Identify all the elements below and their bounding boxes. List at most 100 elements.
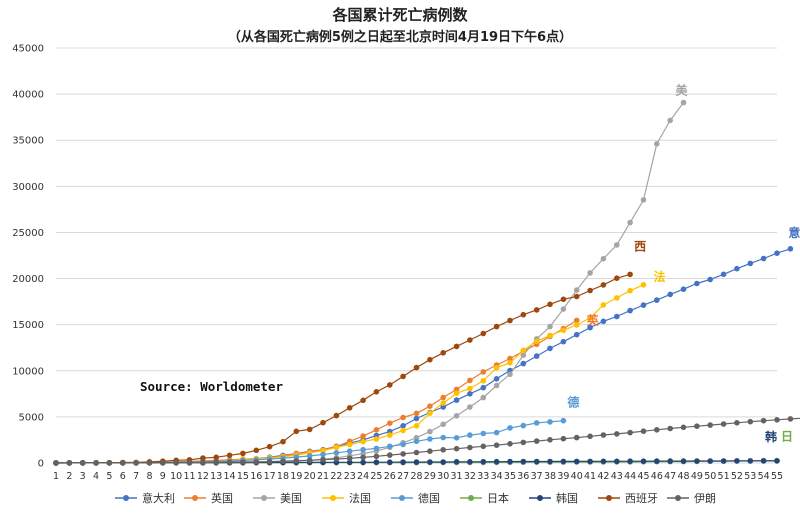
data-point	[587, 270, 593, 276]
series-end-label: 美	[676, 83, 689, 98]
x-tick-label: 33	[477, 471, 489, 482]
data-point	[440, 459, 447, 465]
data-point	[453, 386, 460, 393]
series-end-label: 英	[587, 312, 600, 327]
data-point	[680, 424, 687, 431]
data-point	[440, 404, 447, 410]
data-point	[387, 420, 393, 427]
data-point	[173, 459, 179, 466]
data-point	[667, 291, 673, 298]
data-point	[774, 458, 780, 464]
data-point	[520, 439, 527, 446]
series-group	[53, 99, 800, 466]
data-point	[306, 457, 313, 464]
data-point	[240, 450, 246, 457]
data-point	[547, 458, 553, 465]
data-point	[507, 317, 513, 324]
data-point	[306, 426, 313, 433]
data-point	[440, 350, 447, 356]
data-point	[346, 441, 353, 448]
x-tick-label: 41	[584, 471, 596, 482]
data-point	[573, 293, 580, 300]
data-point	[280, 458, 286, 465]
data-point	[480, 384, 487, 391]
x-tick-label: 43	[611, 471, 623, 482]
data-point	[640, 282, 647, 288]
series-3	[53, 282, 647, 466]
legend-label: 意大利	[142, 491, 175, 505]
data-point	[694, 280, 700, 287]
x-tick-label: 21	[317, 471, 329, 482]
data-point	[587, 324, 593, 331]
data-point	[427, 459, 433, 465]
data-point	[333, 444, 340, 451]
data-point	[614, 295, 620, 301]
data-point	[614, 313, 620, 320]
data-point	[413, 364, 420, 371]
data-point	[507, 371, 513, 378]
data-point	[200, 459, 206, 466]
legend-swatch-marker	[123, 495, 129, 501]
data-point	[480, 369, 487, 375]
data-point	[560, 458, 567, 465]
series-line	[55, 273, 631, 464]
legend-swatch-marker	[675, 495, 681, 501]
data-point	[440, 400, 447, 406]
data-point	[186, 459, 193, 466]
x-tick-label: 22	[330, 471, 342, 482]
x-tick-label: 11	[183, 471, 195, 482]
data-point	[400, 441, 406, 448]
data-point	[333, 456, 340, 462]
x-tick-label: 53	[744, 471, 756, 482]
data-point	[387, 452, 393, 458]
series-line	[56, 102, 684, 464]
legend-swatch-marker	[261, 495, 267, 501]
data-point	[413, 438, 420, 445]
legend-label: 德国	[418, 491, 440, 505]
series-8	[53, 416, 800, 466]
data-point	[253, 459, 260, 465]
data-point	[66, 460, 73, 466]
legend-item: 法国	[322, 491, 371, 505]
data-point	[440, 421, 447, 428]
x-axis: 1 2 3 4 5 6 7 8 9 10 11 12 13 14 15 16 17 18 19 20 21 22 23 24 2…	[53, 471, 783, 482]
data-point	[467, 432, 473, 438]
data-point	[413, 415, 420, 422]
data-point	[387, 382, 393, 388]
legend-item: 日本	[460, 491, 509, 505]
data-point	[747, 260, 754, 267]
data-point	[573, 322, 580, 328]
x-tick-label: 31	[451, 471, 463, 482]
data-point	[373, 389, 380, 395]
data-point	[360, 433, 366, 439]
x-tick-label: 55	[771, 471, 783, 482]
x-tick-label: 16	[250, 471, 262, 482]
x-tick-label: 17	[264, 471, 276, 482]
x-tick-label: 25	[370, 471, 382, 482]
data-point	[427, 436, 433, 442]
x-tick-label: 10	[170, 471, 182, 482]
data-point	[346, 455, 353, 462]
data-point	[320, 451, 326, 458]
data-point	[654, 458, 660, 464]
data-point	[600, 302, 607, 308]
x-tick-label: 47	[664, 471, 676, 482]
data-point	[480, 443, 487, 450]
legend: 意大利 英国 美国 法国 德国 日本 韩国 西班牙 伊朗	[115, 491, 716, 505]
data-point	[467, 404, 473, 410]
data-point	[453, 445, 460, 452]
data-point	[306, 453, 313, 459]
data-point	[560, 296, 567, 303]
data-point	[520, 311, 527, 318]
legend-item: 韩国	[529, 491, 578, 505]
y-tick-label: 0	[38, 459, 44, 470]
x-tick-label: 6	[120, 471, 126, 482]
data-point	[774, 250, 780, 256]
data-point	[333, 412, 340, 419]
data-point	[694, 423, 700, 430]
x-tick-label: 13	[210, 471, 222, 482]
data-point	[400, 373, 406, 380]
x-tick-label: 54	[758, 471, 770, 482]
data-point	[373, 427, 380, 433]
series-end-label: 德	[567, 395, 579, 410]
